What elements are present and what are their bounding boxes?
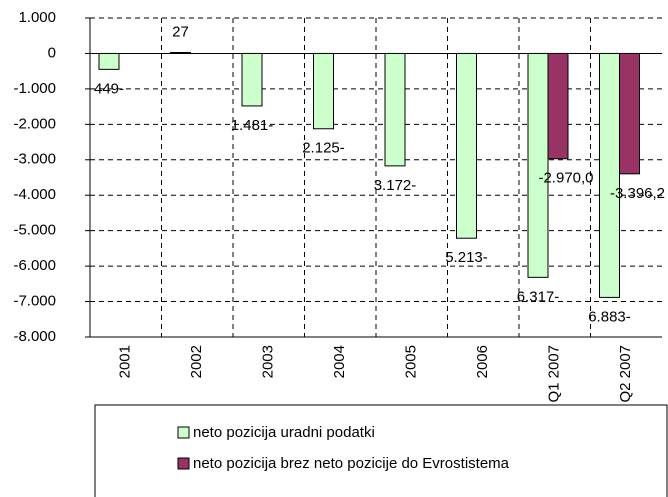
y-tick-label: -8.000	[13, 328, 56, 345]
legend-box	[94, 404, 668, 497]
data-label: 449-	[94, 80, 124, 97]
y-tick-label: -7.000	[13, 293, 56, 310]
data-label: -3.396,2	[610, 185, 665, 202]
data-label: -2.970,0	[538, 170, 593, 187]
legend-swatch	[177, 457, 190, 470]
data-label: 6.317-	[517, 288, 560, 305]
y-tick-label: -5.000	[13, 222, 56, 239]
data-label: 1.481-	[231, 117, 274, 134]
y-tick-label: 0	[48, 44, 56, 61]
data-label: 3.172-	[374, 177, 417, 194]
bar	[456, 52, 477, 239]
data-label: 2.125-	[302, 140, 345, 157]
bar	[98, 52, 120, 70]
y-tick-label: 1.000	[18, 9, 56, 26]
bar	[619, 52, 640, 175]
bar	[547, 52, 569, 160]
y-tick-label: -1.000	[13, 80, 56, 97]
x-tick-label: 2004	[331, 345, 348, 378]
y-tick-label: -4.000	[13, 186, 56, 203]
bar	[599, 52, 620, 298]
y-tick-label: -6.000	[13, 257, 56, 274]
data-label: 27	[172, 23, 189, 40]
x-tick-label: Q2 2007	[617, 345, 634, 403]
bar	[170, 51, 191, 54]
x-tick-label: 2001	[117, 345, 134, 378]
bar	[384, 52, 406, 167]
legend-label: neto pozicija uradni podatki	[193, 424, 375, 441]
x-tick-label: 2006	[474, 345, 491, 378]
x-tick-label: Q1 2007	[546, 345, 563, 403]
x-tick-label: 2002	[188, 345, 205, 378]
y-tick-label: -2.000	[13, 115, 56, 132]
x-tick-label: 2005	[403, 345, 420, 378]
bar	[241, 52, 263, 107]
data-label: 6.883-	[588, 308, 631, 325]
bar	[313, 52, 334, 130]
legend-swatch	[177, 426, 190, 439]
bar	[527, 52, 549, 278]
legend-label: neto pozicija brez neto pozicije do Evro…	[193, 455, 510, 472]
data-label: 5.213-	[445, 249, 488, 266]
y-tick-label: -3.000	[13, 151, 56, 168]
x-tick-label: 2003	[260, 345, 277, 378]
